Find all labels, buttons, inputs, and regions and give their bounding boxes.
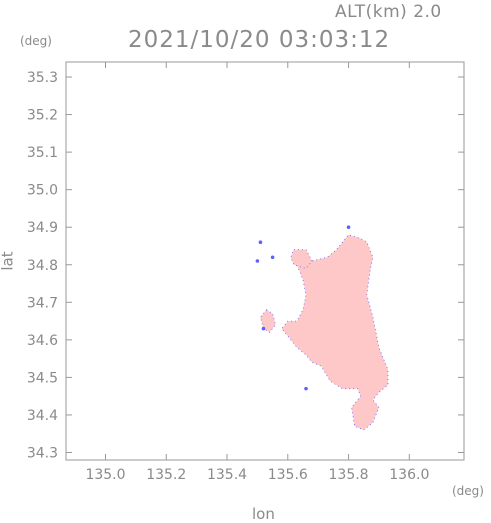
y-tick-label: 34.9 bbox=[27, 220, 58, 236]
altitude-label: ALT(km) 2.0 bbox=[335, 2, 442, 22]
y-tick-label: 35.1 bbox=[27, 145, 58, 161]
y-axis-unit: (deg) bbox=[20, 34, 52, 48]
y-tick-label: 35.3 bbox=[27, 70, 58, 86]
echo-point-2 bbox=[258, 240, 263, 245]
echo-point-1 bbox=[270, 255, 275, 260]
y-tick-label: 34.3 bbox=[27, 445, 58, 461]
x-tick-label: 136.0 bbox=[389, 467, 429, 483]
echo-point-4 bbox=[304, 386, 308, 391]
x-axis-unit: (deg) bbox=[452, 484, 484, 498]
echo-point-0 bbox=[255, 259, 260, 263]
echo-region-0 bbox=[281, 234, 389, 431]
echo-region-1 bbox=[290, 249, 313, 269]
y-tick-label: 34.8 bbox=[27, 258, 58, 274]
y-tick-label: 34.6 bbox=[27, 333, 58, 349]
echo-region-2 bbox=[259, 309, 277, 333]
y-tick-label: 34.7 bbox=[27, 295, 58, 311]
y-tick-label: 34.5 bbox=[27, 370, 58, 386]
x-tick-label: 135.6 bbox=[268, 467, 308, 483]
chart-title: 2021/10/20 03:03:12 bbox=[128, 27, 391, 53]
echo-point-5 bbox=[346, 225, 351, 230]
x-tick-label: 135.8 bbox=[329, 467, 369, 483]
y-tick-label: 35.2 bbox=[27, 108, 58, 124]
y-tick-label: 34.4 bbox=[27, 408, 58, 424]
plot-frame bbox=[65, 61, 465, 461]
y-tick-label: 35.0 bbox=[27, 183, 58, 199]
x-tick-label: 135.0 bbox=[85, 467, 125, 483]
x-axis-label: lon bbox=[252, 505, 275, 523]
x-tick-label: 135.2 bbox=[146, 467, 186, 483]
echo-point-3 bbox=[261, 326, 266, 331]
x-tick-label: 135.4 bbox=[207, 467, 247, 483]
